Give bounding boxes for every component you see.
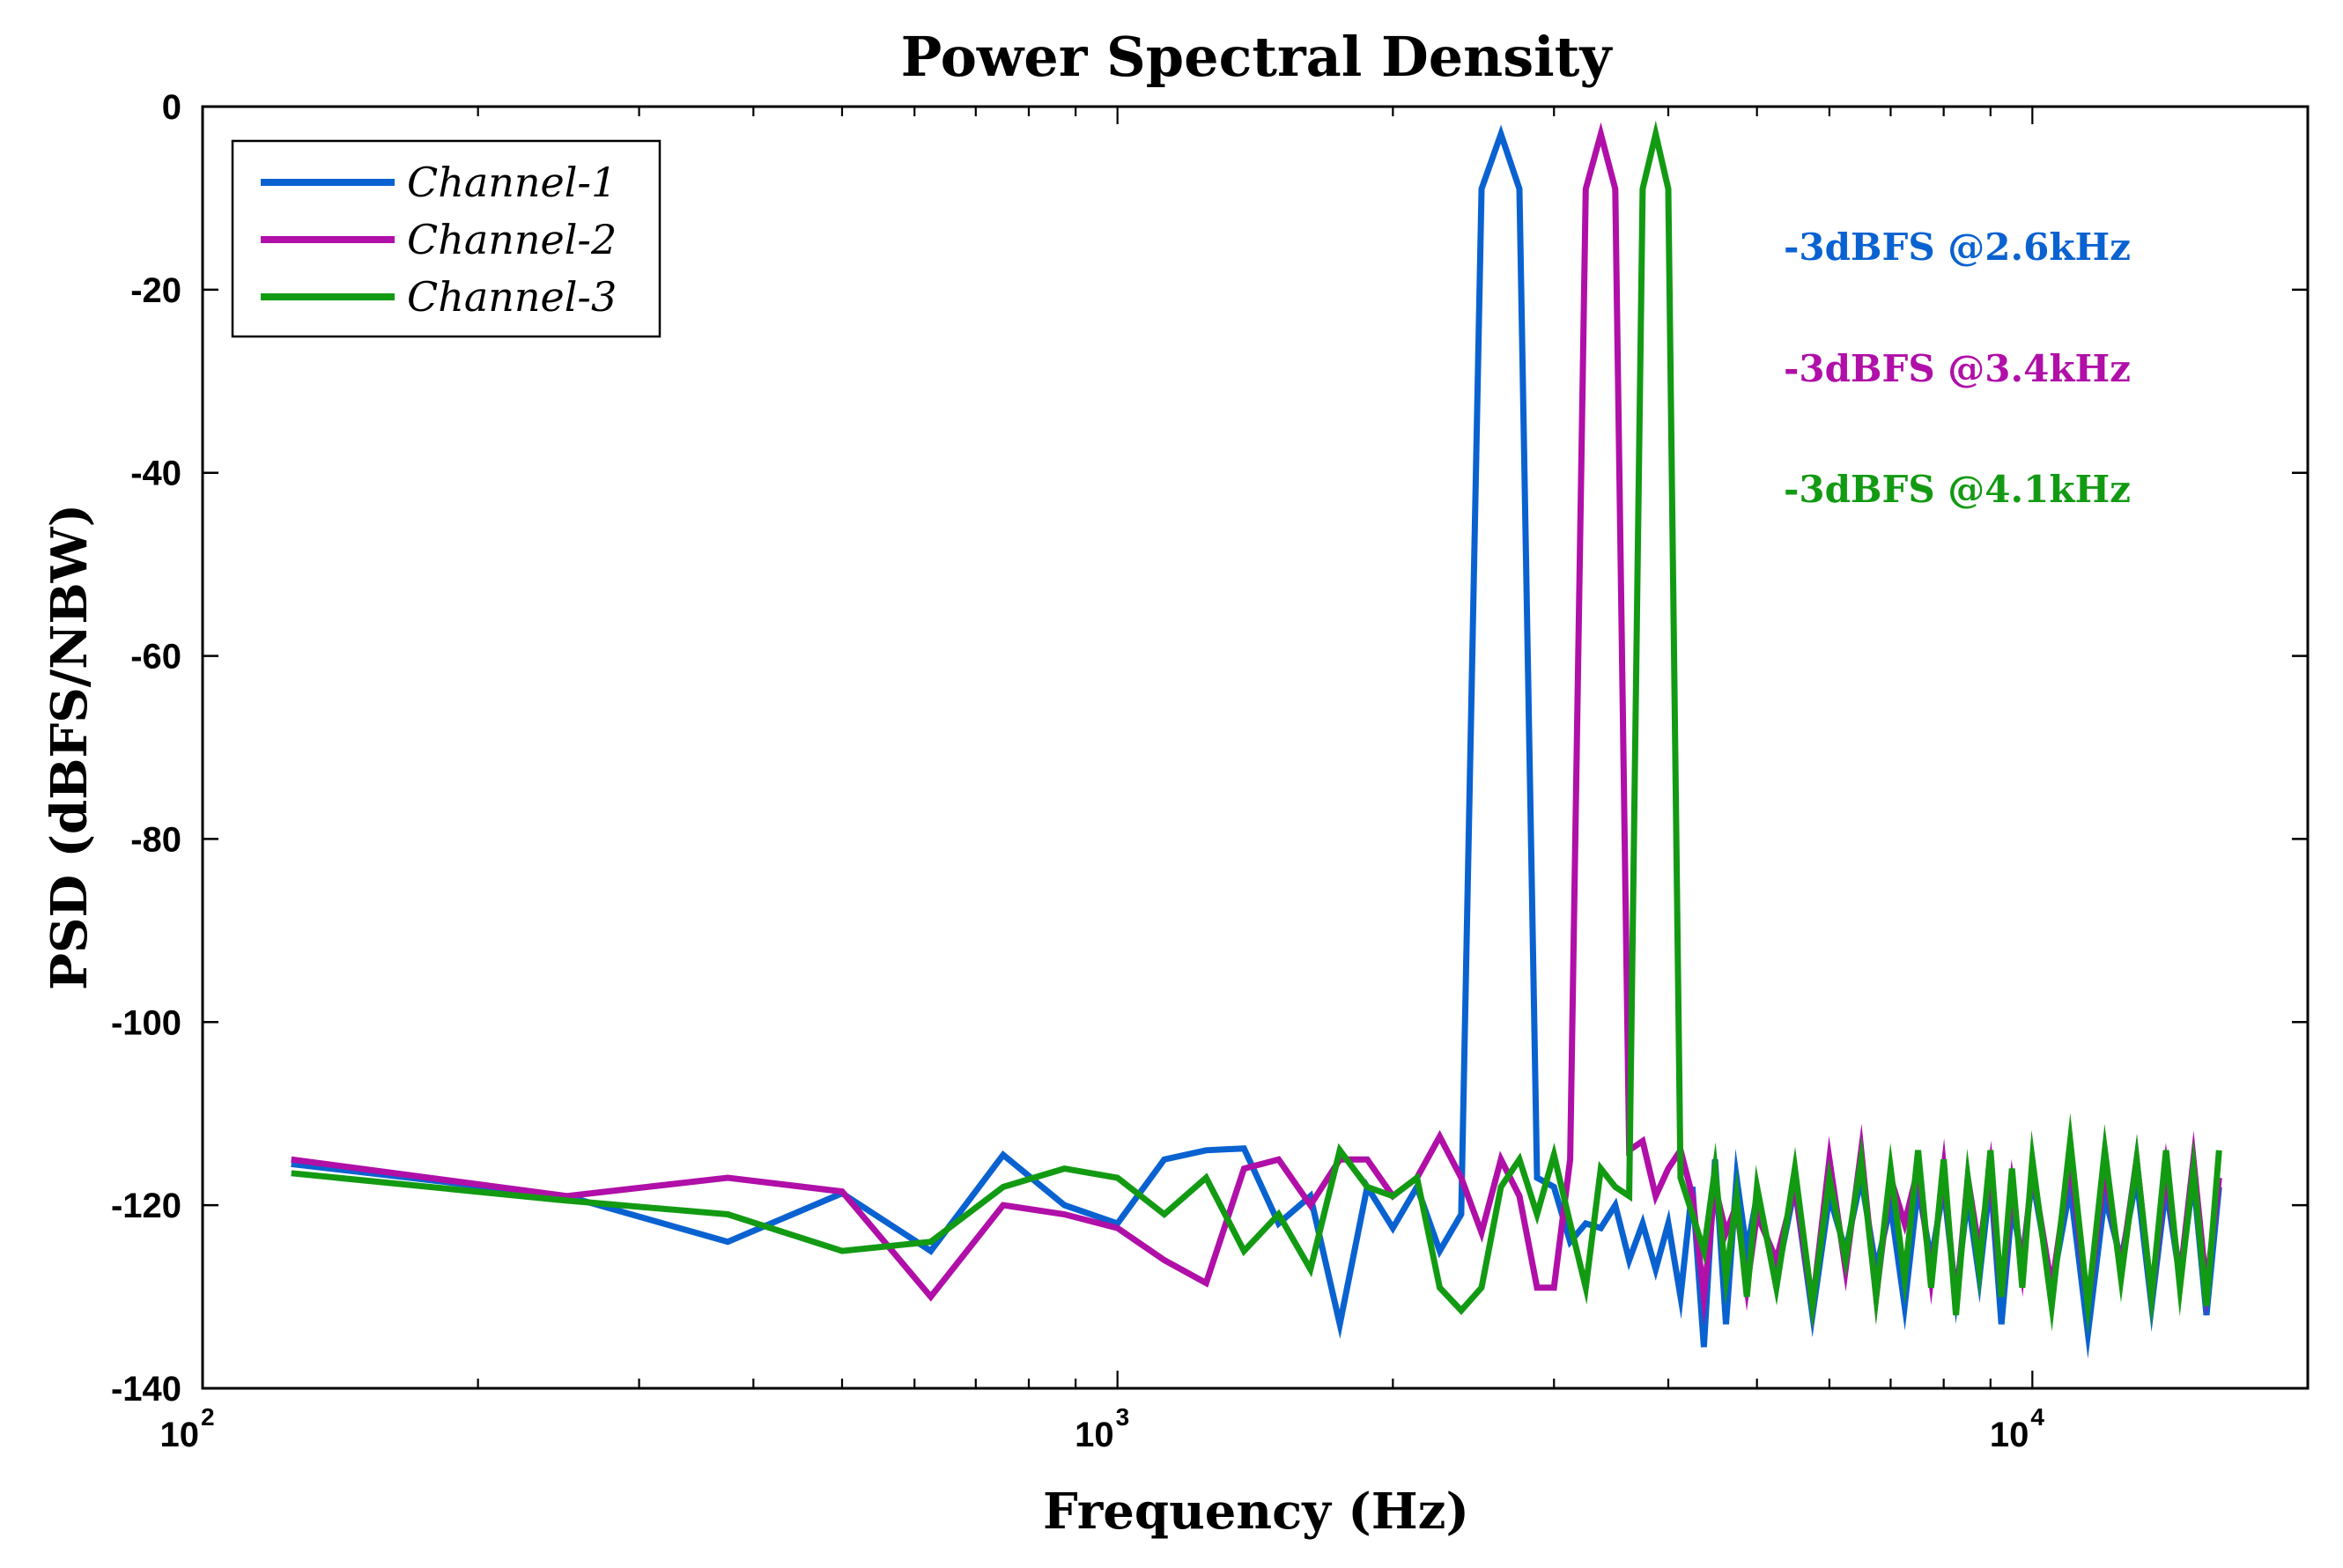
x-tick-label-exponent: 4: [2030, 1403, 2044, 1431]
annotations: -3dBFS @2.6kHz -3dBFS @3.4kHz -3dBFS @4.…: [1784, 226, 2131, 511]
x-tick-label: 10: [1990, 1416, 2029, 1454]
x-tick-label-exponent: 3: [1116, 1403, 1130, 1431]
y-tick-label: -20: [130, 271, 181, 310]
y-tick-labels: 0 -20 -40 -60 -80 -100 -120 -140: [111, 88, 181, 1409]
x-tick-label: 10: [160, 1416, 200, 1454]
annotation-channel-2: -3dBFS @3.4kHz: [1784, 347, 2131, 390]
x-tick-labels: 10 2 10 3 10 4: [160, 1403, 2045, 1454]
legend: Channel-1 Channel-2 Channel-3: [231, 139, 662, 338]
data-series: [291, 120, 2222, 1359]
annotation-channel-1: -3dBFS @2.6kHz: [1784, 226, 2131, 269]
annotation-channel-3: -3dBFS @4.1kHz: [1784, 468, 2131, 511]
y-tick-label: 0: [162, 88, 181, 127]
axes-box: [201, 105, 2310, 1390]
legend-label-channel-3: Channel-3: [407, 273, 617, 321]
y-tick-label: -140: [111, 1370, 181, 1409]
x-axis-label: Frequency (Hz): [1043, 1483, 1469, 1541]
y-axis-label: PSD (dBFS/NBW): [41, 504, 99, 990]
axis-ticks: [201, 105, 2310, 1390]
y-tick-label: -120: [111, 1187, 181, 1225]
legend-label-channel-1: Channel-1: [407, 159, 617, 206]
y-tick-label: -60: [130, 638, 181, 677]
x-tick-label: 10: [1075, 1416, 1114, 1454]
series-line-channel-3: [291, 120, 2222, 1335]
y-tick-label: -80: [130, 820, 181, 859]
chart-title: Power Spectral Density: [901, 25, 1614, 89]
y-tick-label: -40: [130, 455, 181, 493]
x-tick-label-exponent: 2: [201, 1403, 215, 1431]
y-tick-label: -100: [111, 1003, 181, 1042]
legend-label-channel-2: Channel-2: [407, 216, 617, 263]
